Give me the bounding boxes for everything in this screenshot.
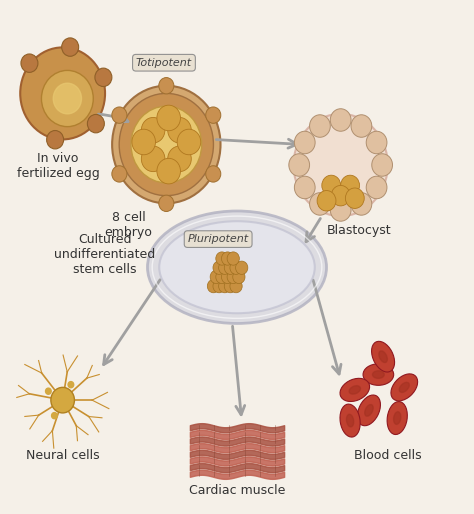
Ellipse shape [393, 412, 401, 425]
Circle shape [219, 280, 231, 293]
Circle shape [157, 158, 181, 184]
Circle shape [331, 186, 350, 206]
Circle shape [224, 261, 237, 274]
Circle shape [213, 261, 225, 274]
Ellipse shape [357, 395, 381, 426]
Circle shape [233, 270, 245, 284]
Circle shape [68, 381, 74, 388]
Ellipse shape [399, 382, 410, 392]
Circle shape [230, 261, 242, 274]
Text: Neural cells: Neural cells [26, 449, 100, 462]
Circle shape [366, 131, 387, 154]
Ellipse shape [365, 405, 373, 416]
Circle shape [87, 115, 104, 133]
Circle shape [112, 166, 127, 182]
Circle shape [310, 193, 330, 215]
Circle shape [62, 38, 79, 57]
Text: Blastocyst: Blastocyst [327, 224, 392, 237]
Circle shape [227, 252, 239, 265]
Circle shape [289, 154, 310, 176]
Circle shape [219, 261, 231, 274]
Circle shape [206, 166, 221, 182]
Ellipse shape [349, 386, 360, 394]
Circle shape [159, 195, 174, 211]
Circle shape [51, 388, 74, 413]
Text: 8 cell
embryo: 8 cell embryo [105, 211, 153, 239]
Circle shape [372, 154, 392, 176]
Ellipse shape [391, 374, 418, 401]
Circle shape [206, 107, 221, 123]
Circle shape [21, 54, 38, 72]
Circle shape [207, 280, 219, 293]
Ellipse shape [340, 404, 360, 437]
Circle shape [330, 109, 351, 131]
Circle shape [216, 252, 228, 265]
Circle shape [159, 78, 174, 94]
Circle shape [221, 252, 234, 265]
Circle shape [330, 199, 351, 221]
Circle shape [236, 261, 248, 274]
Text: Pluripotent: Pluripotent [188, 234, 249, 244]
Circle shape [294, 131, 315, 154]
Circle shape [216, 270, 228, 284]
Ellipse shape [379, 351, 387, 362]
Circle shape [141, 117, 165, 143]
Ellipse shape [387, 401, 407, 434]
Circle shape [317, 191, 336, 211]
Circle shape [230, 280, 242, 293]
Circle shape [227, 270, 239, 284]
Ellipse shape [159, 221, 315, 313]
Text: Cardiac muscle: Cardiac muscle [189, 485, 285, 498]
Text: Totipotent: Totipotent [136, 58, 192, 68]
Circle shape [131, 106, 201, 183]
Circle shape [346, 188, 364, 209]
Circle shape [210, 270, 222, 284]
Circle shape [351, 193, 372, 215]
Circle shape [157, 105, 181, 131]
Circle shape [46, 388, 51, 394]
Circle shape [341, 175, 359, 196]
Circle shape [53, 83, 82, 114]
Circle shape [95, 68, 112, 86]
Circle shape [294, 176, 315, 199]
Circle shape [132, 129, 155, 155]
Circle shape [213, 280, 225, 293]
Ellipse shape [340, 378, 370, 401]
Circle shape [119, 94, 213, 196]
Circle shape [52, 413, 57, 419]
Circle shape [112, 86, 220, 204]
Circle shape [168, 117, 191, 143]
Circle shape [41, 70, 93, 126]
Text: In vivo
fertilized egg: In vivo fertilized egg [17, 152, 100, 180]
Ellipse shape [373, 371, 384, 378]
Circle shape [141, 146, 165, 172]
Circle shape [310, 115, 330, 137]
Circle shape [224, 280, 237, 293]
Text: Blood cells: Blood cells [354, 449, 421, 462]
Circle shape [20, 47, 105, 139]
Circle shape [322, 175, 341, 196]
Circle shape [366, 176, 387, 199]
Ellipse shape [346, 414, 354, 427]
Ellipse shape [372, 341, 394, 372]
Circle shape [351, 115, 372, 137]
Text: Cultured
undifferentiated
stem cells: Cultured undifferentiated stem cells [55, 233, 155, 276]
Ellipse shape [147, 211, 327, 323]
Circle shape [112, 107, 127, 123]
Circle shape [46, 131, 64, 149]
Circle shape [168, 146, 191, 172]
Ellipse shape [363, 364, 394, 386]
Circle shape [293, 114, 388, 216]
Circle shape [177, 129, 201, 155]
Circle shape [221, 270, 234, 284]
